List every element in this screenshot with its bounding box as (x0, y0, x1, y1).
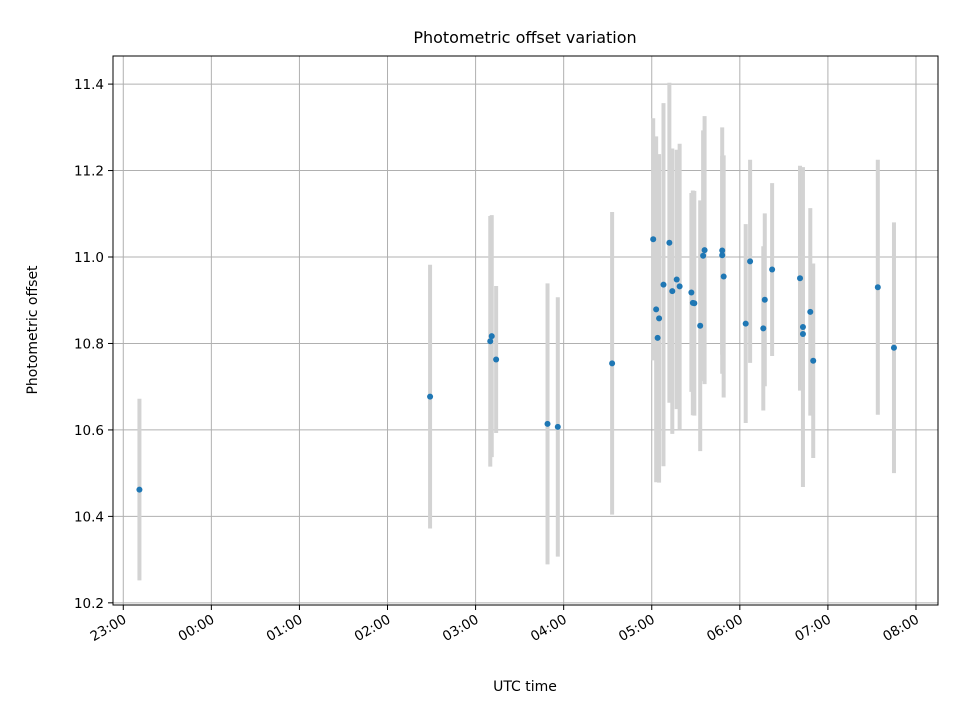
data-point (488, 333, 495, 340)
data-point (554, 423, 561, 430)
data-point (660, 281, 667, 288)
data-point (760, 325, 767, 332)
data-point (136, 486, 143, 493)
axes-frame (112, 55, 939, 606)
data-point (673, 276, 680, 283)
data-point (807, 308, 814, 315)
data-point (666, 239, 673, 246)
data-point (676, 283, 683, 290)
data-point (747, 258, 754, 265)
data-point (656, 315, 663, 322)
data-point (761, 296, 768, 303)
data-point (654, 334, 661, 341)
data-point (700, 252, 707, 259)
chart-title: Photometric offset variation (413, 28, 636, 47)
data-point (874, 284, 881, 291)
data-point (719, 252, 726, 259)
data-point (890, 344, 897, 351)
data-points (136, 236, 897, 493)
y-tick-label: 11.2 (74, 164, 104, 180)
y-axis-label: Photometric offset (25, 265, 41, 395)
data-point (719, 247, 726, 254)
y-tick-label: 11.4 (74, 77, 104, 93)
data-point (653, 306, 660, 313)
data-point (742, 320, 749, 327)
x-axis-label: UTC time (493, 679, 557, 695)
y-tick-label: 10.2 (74, 596, 104, 612)
data-point (487, 338, 494, 345)
y-tick-label: 10.8 (74, 336, 104, 352)
data-point (701, 247, 708, 254)
data-point (810, 357, 817, 364)
grid (113, 56, 938, 605)
data-point (544, 420, 551, 427)
data-point (493, 356, 500, 363)
y-tick-label: 11.0 (74, 250, 104, 266)
data-point (799, 330, 806, 337)
y-tick-label: 10.6 (74, 423, 104, 439)
data-point (799, 324, 806, 331)
data-point (609, 360, 616, 367)
data-point (769, 266, 776, 273)
data-point (688, 289, 695, 296)
data-point (697, 322, 704, 329)
data-point (720, 273, 727, 280)
data-point (669, 288, 676, 295)
y-tick-label: 10.4 (74, 509, 104, 525)
data-point (427, 393, 434, 400)
data-point (797, 275, 804, 282)
data-point (650, 236, 657, 243)
data-point (691, 300, 698, 307)
